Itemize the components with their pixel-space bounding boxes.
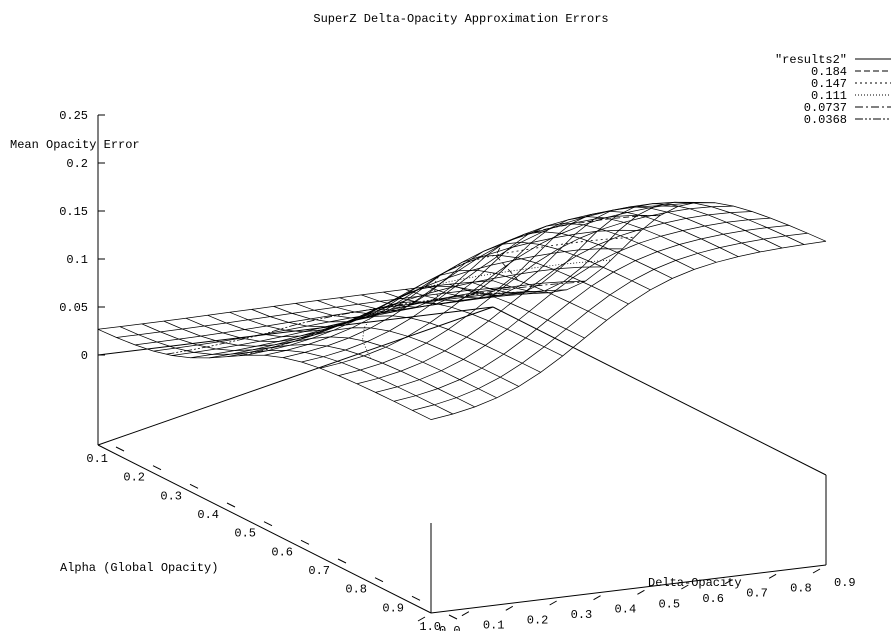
mesh-line-delta-13 — [383, 216, 717, 305]
x-tick-0 — [115, 446, 125, 452]
legend-label-5: 0.0368 — [804, 113, 847, 127]
contour-line-0.0368 — [166, 291, 533, 355]
x-tick-label-2: 0.3 — [160, 489, 182, 503]
z-tick-label-5: 0.25 — [59, 109, 88, 123]
z-tick-label-3: 0.15 — [59, 205, 88, 219]
x-tick-5 — [300, 539, 310, 545]
x-axis-label: Alpha (Global Opacity) — [60, 561, 218, 575]
x-tick-label-4: 0.5 — [234, 527, 256, 541]
x-tick-4 — [263, 521, 273, 527]
mesh-line-alpha-15 — [375, 217, 771, 393]
mesh-line-delta-9 — [295, 254, 629, 319]
y-tick-label-2: 0.2 — [527, 613, 549, 627]
x-tick-8 — [411, 595, 421, 601]
x-tick-1 — [152, 465, 162, 471]
base-edge-right — [430, 564, 827, 614]
x-tick-label-6: 0.7 — [308, 564, 330, 578]
z-tick-label-4: 0.2 — [66, 157, 88, 171]
x-tick-label-9: 1.0 — [419, 620, 441, 631]
contour-line-0.111 — [361, 259, 612, 359]
z-axis-label: Mean Opacity Error — [10, 138, 140, 152]
mesh-line-delta-14 — [405, 210, 739, 302]
y-tick-label-4: 0.4 — [615, 603, 637, 617]
mesh-line-delta-12 — [361, 222, 695, 308]
diagonal-edge — [97, 306, 494, 446]
x-tick-2 — [189, 483, 199, 489]
contour-line-0.184 — [495, 214, 661, 281]
mesh-line-delta-4 — [185, 317, 519, 387]
y-tick-5 — [637, 589, 645, 595]
y-tick-6 — [681, 584, 689, 590]
x-tick-label-5: 0.6 — [271, 545, 293, 559]
legend-label-2: 0.147 — [811, 77, 847, 91]
mesh-line-delta-5 — [207, 314, 541, 373]
y-tick-7 — [724, 579, 733, 585]
contour-line-0.0737 — [239, 281, 584, 357]
x-tick-6 — [337, 558, 347, 564]
mesh-line-alpha-11 — [301, 201, 697, 363]
z-tick-label-0: 0 — [81, 349, 88, 363]
mesh-line-delta-3 — [163, 320, 497, 399]
y-tick-label-5: 0.5 — [658, 597, 680, 611]
mesh-line-alpha-12 — [319, 202, 716, 369]
x-tick-3 — [226, 502, 236, 508]
legend-label-4: 0.0737 — [804, 101, 847, 115]
base-edge-front — [97, 444, 432, 614]
y-tick-label-3: 0.3 — [571, 608, 593, 622]
y-tick-1 — [461, 611, 470, 617]
y-tick-9 — [812, 568, 821, 574]
y-tick-4 — [593, 595, 601, 601]
x-tick-label-3: 0.4 — [197, 508, 219, 522]
x-tick-label-0: 0.1 — [86, 452, 108, 466]
x-tick-9 — [448, 614, 458, 620]
y-tick-0 — [417, 616, 426, 622]
mesh-line-delta-1 — [119, 326, 454, 415]
x-tick-label-7: 0.8 — [345, 583, 367, 597]
z-tick-label-1: 0.05 — [59, 301, 88, 315]
y-tick-label-8: 0.8 — [790, 581, 812, 595]
mesh-line-delta-15 — [427, 206, 761, 299]
legend-label-3: 0.111 — [811, 89, 847, 103]
y-tick-3 — [549, 600, 557, 606]
back-edge-right — [492, 306, 827, 476]
axes: 0 0.05 0.1 0.15 0.2 0.25 0.1 0.2 0.3 0.4 0.5 0.6 0.7… — [59, 109, 855, 631]
mesh-line-delta-17 — [470, 201, 805, 295]
x-tick-label-8: 0.9 — [382, 601, 404, 615]
mesh-line-delta-2 — [141, 323, 476, 408]
y-tick-2 — [505, 605, 514, 611]
surface-mesh — [97, 201, 827, 420]
mesh-line-delta-7 — [251, 285, 585, 339]
legend-label-1: 0.184 — [811, 65, 847, 79]
y-tick-label-7: 0.7 — [746, 587, 768, 601]
mesh-line-alpha-16 — [393, 225, 790, 402]
y-tick-label-9: 0.9 — [834, 576, 856, 590]
mesh-line-delta-10 — [317, 241, 651, 315]
contour-lines — [166, 214, 661, 359]
mesh-line-delta-18 — [492, 202, 827, 294]
y-tick-8 — [768, 573, 777, 579]
x-tick-label-1: 0.2 — [123, 471, 145, 485]
mesh-line-delta-11 — [339, 231, 673, 311]
mesh-line-delta-16 — [448, 203, 783, 297]
mesh-line-delta-6 — [229, 301, 563, 357]
x-tick-7 — [374, 577, 384, 583]
y-tick-label-0: 0.0 — [439, 624, 461, 631]
mesh-line-delta-8 — [273, 269, 607, 323]
contour-line-0.147 — [432, 236, 635, 306]
y-tick-label-1: 0.1 — [483, 619, 505, 631]
y-axis-label: Delta-Opacity — [648, 576, 742, 590]
z-tick-label-2: 0.1 — [66, 253, 88, 267]
legend-label-0: "results2" — [775, 53, 847, 67]
chart-title: SuperZ Delta-Opacity Approximation Error… — [313, 12, 608, 26]
mesh-line-alpha-18 — [430, 240, 827, 420]
mesh-line-delta-0 — [97, 328, 432, 420]
y-tick-label-6: 0.6 — [702, 592, 724, 606]
